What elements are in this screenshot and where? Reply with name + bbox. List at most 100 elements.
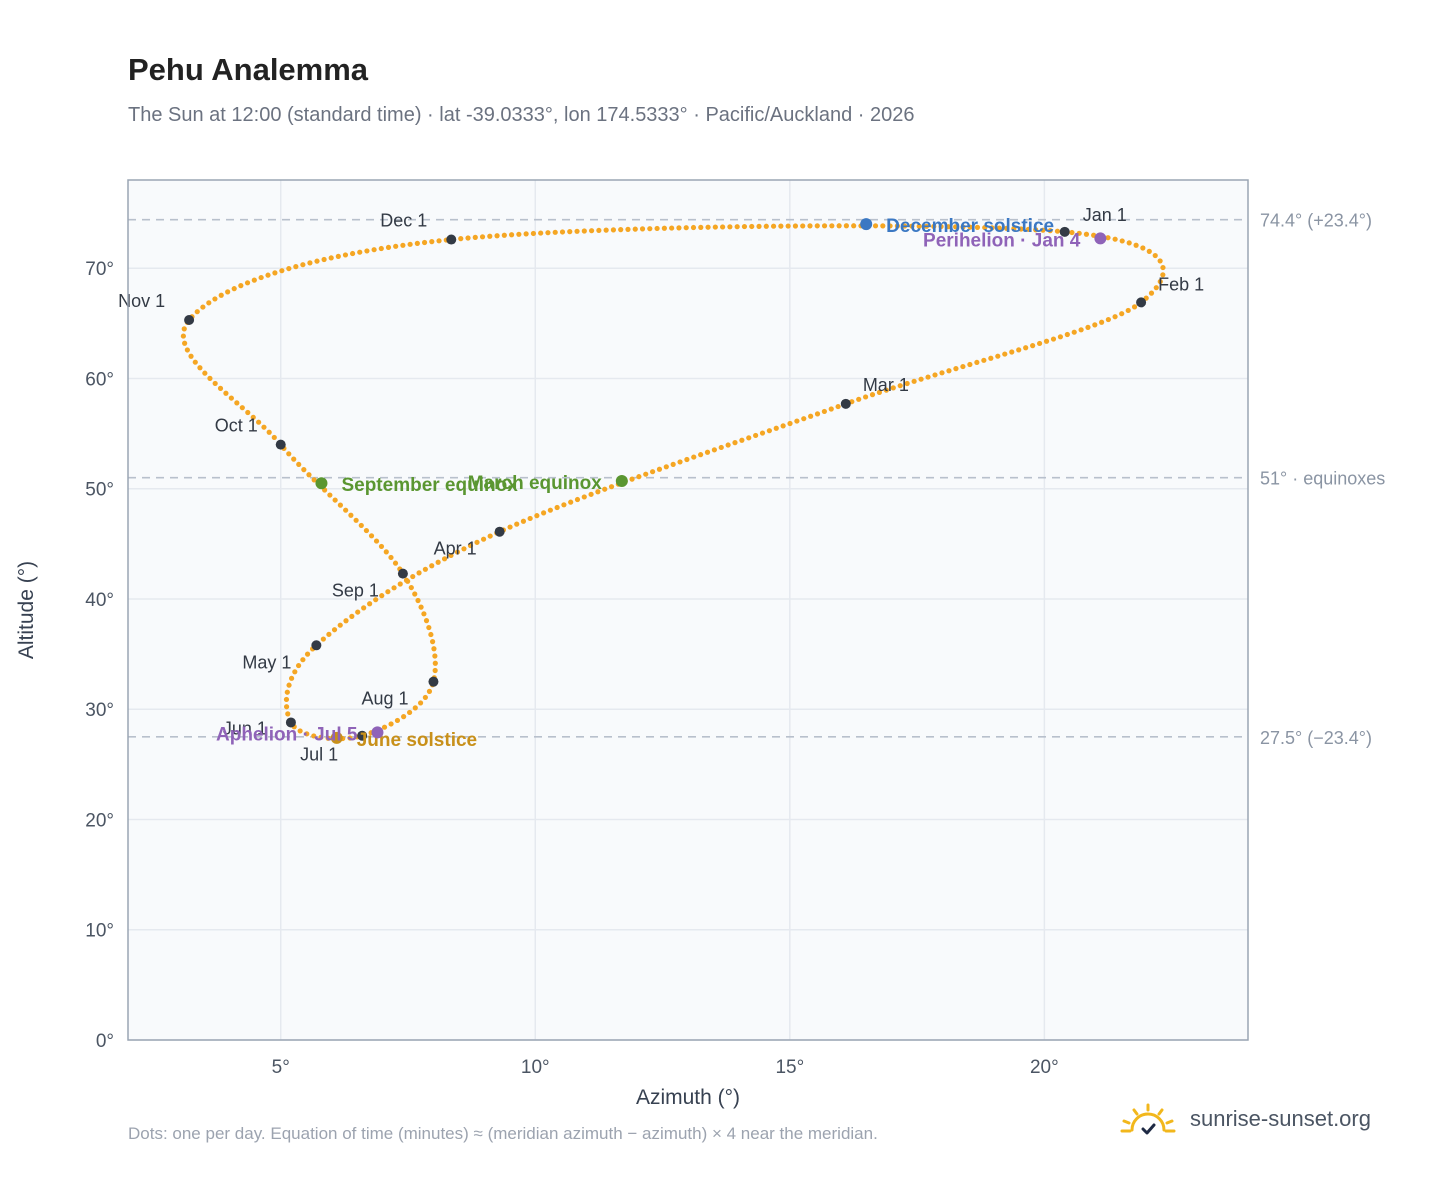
daily-dot [763,223,769,229]
daily-dot [335,253,341,259]
reference-line-label: 74.4° (+23.4°) [1260,211,1372,231]
daily-dot [256,419,262,425]
daily-dot [508,232,515,238]
daily-dot [461,546,467,552]
daily-dot [982,224,988,231]
daily-dot [618,227,624,233]
y-tick-label: 60° [85,369,114,390]
daily-dot [880,223,886,229]
daily-dot [212,380,218,387]
event-marker-label: Perihelion · Jan 4 [923,230,1081,251]
daily-dot [923,223,930,229]
daily-dot [416,570,422,576]
event-marker-dot [615,475,628,487]
daily-dot [194,309,200,315]
daily-dot [1153,285,1159,291]
daily-dot [974,359,980,366]
brand[interactable]: sunrise-sunset.org [1120,1102,1371,1136]
daily-dot [1054,228,1061,234]
daily-dot [288,675,295,681]
month-marker-dot [285,717,296,728]
daily-dot [995,353,1001,359]
daily-dot [588,491,594,497]
daily-dot [314,258,320,264]
daily-dot [487,533,493,539]
daily-dot [405,578,411,584]
daily-dot [725,442,731,448]
daily-dot [649,469,656,475]
daily-dot [989,225,995,231]
daily-dot [872,223,879,229]
daily-dot [286,265,292,272]
daily-dot [426,688,433,694]
daily-dot [225,289,231,295]
daily-dot [393,243,399,249]
daily-dot [1125,307,1131,314]
daily-dot [296,461,302,468]
daily-dot [217,385,224,391]
daily-dot [1157,278,1163,285]
daily-dot [925,374,931,380]
y-tick-label: 10° [85,921,114,942]
daily-dot [332,497,338,503]
daily-dot [794,418,800,424]
y-tick-label: 0° [96,1031,114,1052]
daily-dot [293,264,299,270]
daily-dot [431,646,437,652]
daily-dot [945,224,951,230]
daily-dot [603,227,609,233]
daily-dot [574,228,580,234]
daily-dot [1119,238,1125,244]
daily-dot [480,536,487,542]
daily-dot [545,230,551,236]
chart-title: Pehu Analemma [128,52,369,87]
daily-dot [385,589,391,595]
daily-dot [916,223,922,229]
daily-dot [1092,322,1098,328]
daily-dot [307,260,313,266]
daily-dot [184,347,190,353]
month-marker-label: May 1 [242,652,291,672]
daily-dot [1050,336,1057,342]
daily-dot [361,605,367,611]
daily-dot [297,728,303,734]
reference-line-label: 27.5° (−23.4°) [1260,728,1372,748]
daily-dot [245,409,251,416]
daily-dot [188,353,194,359]
daily-dot [261,424,267,430]
daily-dot [422,694,428,701]
daily-dot [1160,264,1166,271]
y-axis-label: Altitude (°) [15,561,38,659]
daily-dot [953,224,959,230]
daily-dot [331,627,338,633]
daily-dot [746,435,752,441]
event-marker-dot [1094,232,1107,245]
daily-dot [479,234,486,240]
x-tick-label: 15° [775,1057,804,1078]
daily-dot [1025,226,1032,232]
x-tick-label: 10° [521,1057,550,1078]
daily-dot [559,229,566,235]
daily-dot [610,227,617,233]
daily-dot [272,270,278,276]
daily-dot [1002,351,1008,357]
daily-dot [417,700,424,706]
daily-dot [448,552,454,559]
daily-dot [981,357,987,363]
month-marker-label: Sep 1 [332,581,379,601]
daily-dot [514,521,520,527]
daily-dot [1133,242,1139,248]
daily-dot [435,559,441,565]
brand-name: sunrise-sunset.org [1190,1106,1371,1131]
daily-dot [835,403,841,410]
daily-dot [474,539,480,545]
daily-dot [1057,334,1064,340]
daily-dot [821,408,827,415]
daily-dot [902,223,908,229]
daily-dot [266,429,272,435]
daily-dot [931,223,937,230]
daily-dot [996,225,1002,231]
daily-dot [1011,226,1017,232]
month-marker-dot [275,439,286,450]
daily-dot [364,248,370,254]
